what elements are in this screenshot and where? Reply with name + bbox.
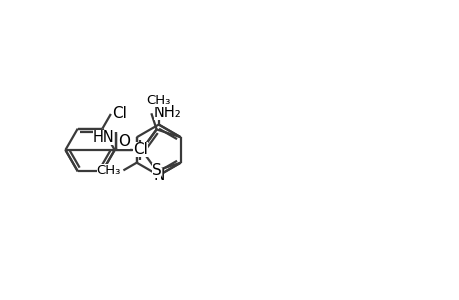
Text: Cl: Cl: [112, 106, 127, 122]
Text: O: O: [118, 134, 129, 149]
Text: N: N: [153, 168, 164, 183]
Text: Cl: Cl: [133, 142, 148, 158]
Text: NH₂: NH₂: [153, 105, 181, 120]
Text: S: S: [151, 163, 161, 178]
Text: HN: HN: [92, 130, 114, 145]
Text: CH₃: CH₃: [146, 94, 171, 107]
Text: CH₃: CH₃: [96, 164, 121, 177]
